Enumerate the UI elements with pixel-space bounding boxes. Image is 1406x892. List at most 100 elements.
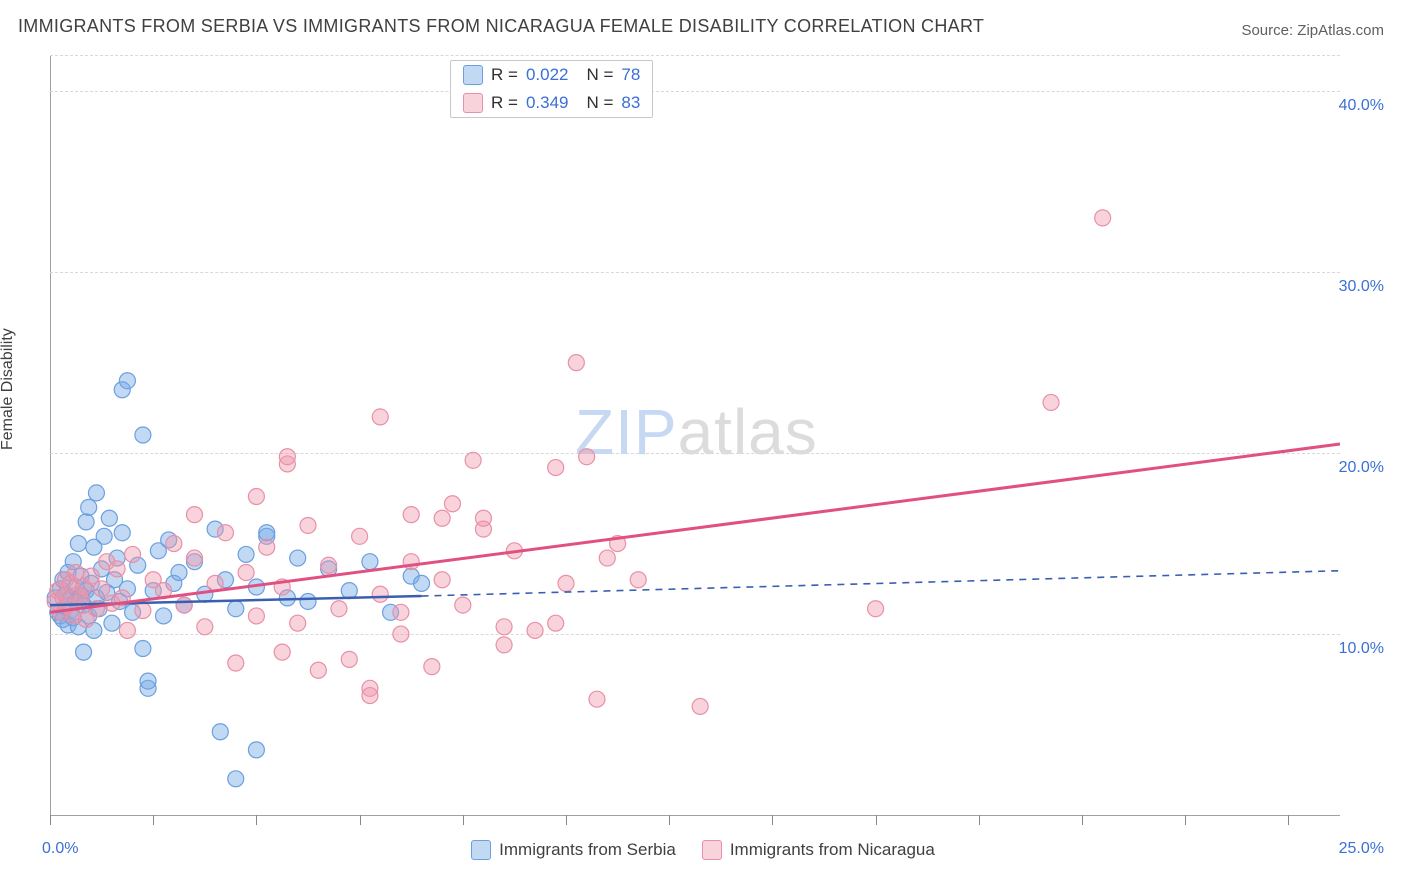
scatter-point (119, 622, 135, 638)
legend-item: Immigrants from Nicaragua (702, 840, 935, 860)
x-axis-label-min: 0.0% (42, 840, 78, 858)
legend-r-label: R = (491, 65, 518, 85)
scatter-point (331, 601, 347, 617)
y-tick-label: 20.0% (1339, 459, 1384, 477)
scatter-point (372, 409, 388, 425)
scatter-point (156, 608, 172, 624)
scatter-point (579, 449, 595, 465)
scatter-point (101, 510, 117, 526)
scatter-point (692, 698, 708, 714)
legend-n-label: N = (586, 93, 613, 113)
legend-n-label: N = (586, 65, 613, 85)
x-tick (1288, 815, 1289, 825)
scatter-point (630, 572, 646, 588)
x-tick (669, 815, 670, 825)
x-tick (1185, 815, 1186, 825)
legend-swatch (463, 93, 483, 113)
scatter-point (248, 608, 264, 624)
x-axis-line (50, 815, 1340, 816)
scatter-point (393, 604, 409, 620)
scatter-point (362, 688, 378, 704)
x-tick (153, 815, 154, 825)
x-tick (256, 815, 257, 825)
scatter-point (290, 550, 306, 566)
chart-title: IMMIGRANTS FROM SERBIA VS IMMIGRANTS FRO… (18, 16, 984, 37)
scatter-point (403, 507, 419, 523)
scatter-point (274, 644, 290, 660)
y-tick-label: 10.0% (1339, 640, 1384, 658)
scatter-point (496, 637, 512, 653)
scatter-point (352, 528, 368, 544)
scatter-point (548, 615, 564, 631)
scatter-point (321, 557, 337, 573)
legend-series: Immigrants from Serbia Immigrants from Ni… (0, 840, 1406, 860)
scatter-point (104, 615, 120, 631)
scatter-point (434, 510, 450, 526)
scatter-point (81, 499, 97, 515)
scatter-point (186, 507, 202, 523)
scatter-point (135, 603, 151, 619)
x-tick (463, 815, 464, 825)
scatter-point (228, 601, 244, 617)
x-axis-label-max: 25.0% (1339, 840, 1384, 858)
legend-n-value: 83 (621, 93, 640, 113)
scatter-point (217, 525, 233, 541)
scatter-point (300, 517, 316, 533)
scatter-point (444, 496, 460, 512)
x-tick (772, 815, 773, 825)
legend-r-label: R = (491, 93, 518, 113)
scatter-point (248, 489, 264, 505)
scatter-point (238, 546, 254, 562)
scatter-point (78, 514, 94, 530)
scatter-point (527, 622, 543, 638)
scatter-point (362, 554, 378, 570)
scatter-point (372, 586, 388, 602)
scatter-point (94, 581, 110, 597)
scatter-point (259, 525, 275, 541)
legend-swatch (471, 840, 491, 860)
scatter-point (1095, 210, 1111, 226)
scatter-point (96, 528, 112, 544)
y-tick-label: 40.0% (1339, 97, 1384, 115)
legend-item: Immigrants from Serbia (471, 840, 676, 860)
scatter-plot-svg (50, 55, 1340, 815)
scatter-point (176, 597, 192, 613)
scatter-point (76, 644, 92, 660)
legend-swatch (463, 65, 483, 85)
scatter-point (465, 452, 481, 468)
scatter-point (434, 572, 450, 588)
scatter-point (125, 546, 141, 562)
legend-correlation-box: R =0.022N =78R =0.349N =83 (450, 60, 653, 118)
legend-swatch (702, 840, 722, 860)
scatter-point (228, 655, 244, 671)
scatter-point (114, 525, 130, 541)
scatter-point (548, 460, 564, 476)
scatter-point (341, 651, 357, 667)
scatter-point (558, 575, 574, 591)
scatter-point (197, 619, 213, 635)
scatter-point (496, 619, 512, 635)
scatter-point (568, 355, 584, 371)
scatter-point (135, 641, 151, 657)
scatter-point (171, 565, 187, 581)
scatter-point (109, 561, 125, 577)
scatter-point (475, 510, 491, 526)
y-axis-title: Female Disability (0, 328, 17, 450)
scatter-point (119, 373, 135, 389)
scatter-point (589, 691, 605, 707)
scatter-point (68, 565, 84, 581)
scatter-point (140, 673, 156, 689)
legend-r-value: 0.349 (526, 93, 569, 113)
scatter-point (186, 550, 202, 566)
correlation-chart: IMMIGRANTS FROM SERBIA VS IMMIGRANTS FRO… (0, 0, 1406, 892)
scatter-point (279, 449, 295, 465)
x-tick (1082, 815, 1083, 825)
scatter-point (414, 575, 430, 591)
source-label: Source: ZipAtlas.com (1241, 22, 1384, 39)
x-tick (876, 815, 877, 825)
trend-line (50, 444, 1340, 612)
scatter-point (300, 593, 316, 609)
scatter-point (228, 771, 244, 787)
scatter-point (424, 659, 440, 675)
x-tick (360, 815, 361, 825)
